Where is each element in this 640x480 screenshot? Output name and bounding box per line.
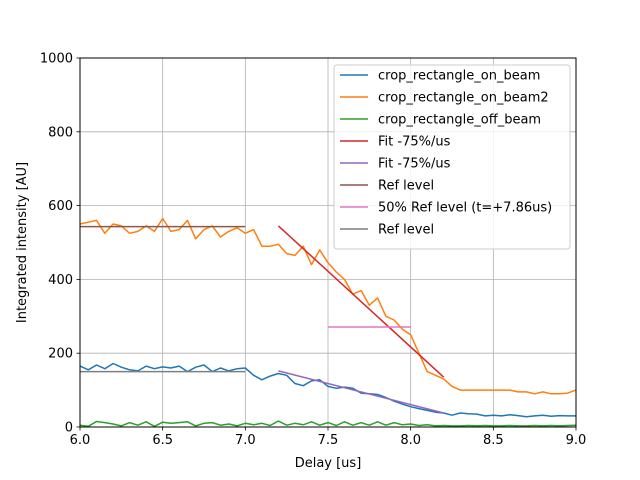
series-line-3 [79, 420, 577, 428]
x-tick-label: 9.0 [566, 433, 587, 448]
x-tick-label: 8.0 [400, 433, 421, 448]
x-axis-label: Delay [us] [295, 456, 362, 471]
legend-entry-label: Ref level [378, 179, 434, 194]
axis-ticks: 6.0 6.5 7.0 7.5 8.0 8.5 9.0 0 200 400 600 800 1000 [40, 52, 586, 449]
x-tick-label: 8.5 [483, 433, 504, 448]
y-tick-label: 0 [65, 421, 73, 436]
y-tick-label: 200 [48, 347, 73, 362]
legend: crop_rectangle_on_beam crop_rectangle_on_… [333, 64, 571, 250]
y-tick-label: 600 [48, 199, 73, 214]
legend-entry-label: crop_rectangle_on_beam2 [378, 91, 549, 106]
y-tick-label: 800 [48, 125, 73, 140]
legend-entry-label: 50% Ref level (t=+7.86us) [378, 201, 552, 216]
legend-entry-label: crop_rectangle_off_beam [378, 113, 541, 128]
y-tick-label: 1000 [40, 52, 73, 67]
legend-box [333, 64, 571, 250]
x-tick-label: 6.0 [70, 433, 91, 448]
y-axis-label: Integrated intensity [AU] [15, 162, 30, 323]
legend-entry-label: crop_rectangle_on_beam [378, 69, 540, 84]
series-line-2 [79, 217, 577, 395]
legend-entry-label: Fit -75%/us [378, 157, 451, 172]
series-line-5 [278, 370, 444, 414]
x-tick-label: 7.0 [235, 433, 256, 448]
plot-series [79, 217, 577, 428]
series-line-1 [79, 362, 576, 418]
y-tick-label: 400 [48, 273, 73, 288]
legend-entry-label: Fit -75%/us [378, 135, 451, 150]
x-tick-label: 6.5 [152, 433, 173, 448]
legend-entry-label: Ref level [378, 223, 434, 238]
series-line-4 [277, 225, 445, 378]
x-tick-label: 7.5 [318, 433, 339, 448]
